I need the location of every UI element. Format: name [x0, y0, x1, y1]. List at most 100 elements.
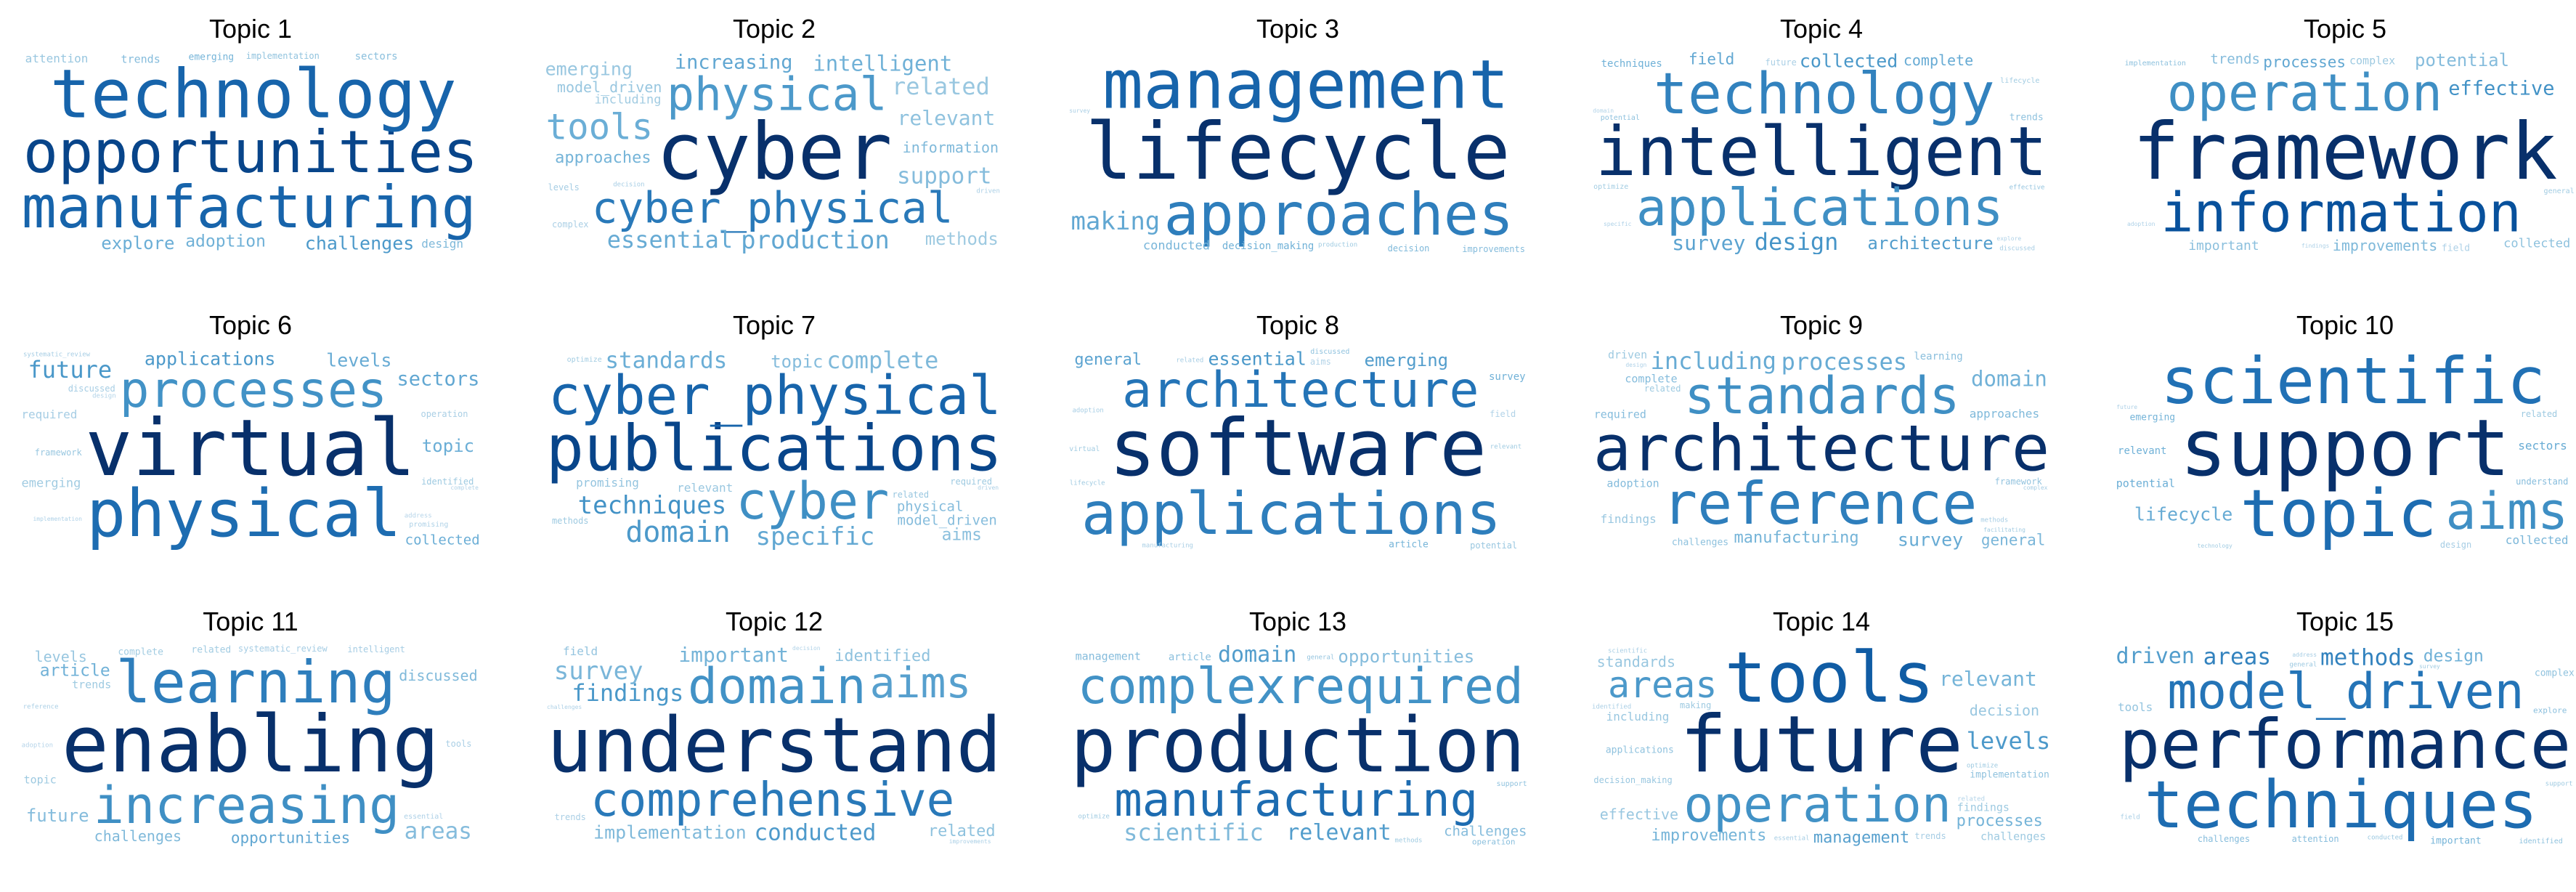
cloud-word: optimize	[1966, 762, 1999, 770]
cloud-word: required	[1593, 408, 1646, 421]
topic-title: Topic 1	[208, 14, 293, 44]
cloud-word: techniques	[577, 490, 727, 520]
cloud-word: including	[1606, 710, 1670, 724]
cloud-word: identified	[2519, 837, 2563, 846]
cloud-word: lifecycle	[2000, 77, 2040, 86]
cloud-word: conducted	[2367, 834, 2403, 842]
topic-panel: Topic 3 lifecycle management approaches maki…	[1065, 15, 1530, 254]
cloud-word: field	[1689, 51, 1735, 68]
cloud-word: implementation	[2124, 59, 2186, 68]
word-cloud: software architecture applications essentia…	[1065, 347, 1530, 551]
cloud-word: systematic_review	[237, 644, 328, 654]
cloud-word: improvements	[1462, 243, 1525, 254]
topic-title: Topic 7	[732, 310, 816, 340]
cloud-word: including	[1650, 347, 1777, 375]
cloud-word: levels	[1966, 727, 2051, 755]
cloud-word: related	[892, 73, 990, 101]
cloud-word: sectors	[397, 368, 480, 391]
cloud-word: challenges	[1671, 537, 1729, 548]
cloud-word: processes	[1956, 812, 2043, 831]
cloud-word: design	[1625, 361, 1647, 368]
cloud-word: findings	[1957, 800, 2010, 814]
cloud-word: methods	[551, 515, 589, 526]
cloud-word: adoption	[1072, 407, 1104, 415]
cloud-word: production	[1070, 701, 1526, 790]
cloud-word: effective	[1599, 805, 1679, 823]
cloud-word: complete	[1625, 372, 1678, 386]
cloud-word: including	[594, 92, 662, 108]
cloud-word: levels	[326, 349, 392, 371]
cloud-word: related	[927, 822, 996, 840]
cloud-word: management	[1102, 51, 1510, 124]
topic-title: Topic 8	[1256, 310, 1340, 340]
topic-title: Topic 11	[203, 607, 298, 636]
topic-panel: Topic 11 enabling learning increasing opport…	[18, 607, 483, 847]
cloud-word: emerging	[1364, 349, 1449, 370]
cloud-word: framework	[1994, 476, 2042, 487]
topic-title: Topic 12	[725, 607, 824, 636]
cloud-word: driven	[978, 484, 999, 492]
cloud-word: discussed	[1999, 245, 2036, 253]
cloud-word: identified	[834, 646, 931, 665]
cloud-word: tools	[545, 106, 654, 148]
cloud-word: specific	[1603, 220, 1632, 227]
cloud-word: approaches	[1969, 407, 2040, 421]
cloud-word: general	[1980, 531, 2046, 549]
cloud-word: essential	[404, 812, 444, 821]
cloud-word: article	[1389, 539, 1429, 551]
cloud-word: understand	[2516, 476, 2569, 487]
cloud-word: design	[92, 392, 116, 400]
cloud-word: methods	[1980, 516, 2009, 524]
word-cloud: production manufacturing complexrequired re…	[1065, 644, 1530, 847]
cloud-word: enabling	[61, 700, 440, 790]
cloud-word: reference	[23, 703, 59, 711]
cloud-word: operation	[420, 408, 468, 419]
cloud-word: decision_making	[1593, 774, 1673, 785]
cloud-word: design	[1754, 227, 1839, 254]
cloud-word: applications	[144, 348, 276, 370]
cloud-word: article	[1168, 651, 1211, 663]
cloud-word: complex	[2534, 668, 2575, 678]
cloud-word: trends	[2009, 112, 2044, 123]
cloud-word: model_driven	[2167, 663, 2524, 721]
cloud-word: architecture	[1122, 362, 1479, 420]
cloud-word: increasing	[93, 776, 400, 836]
topic-panel: Topic 12 understand comprehensive domain fin…	[542, 607, 1007, 847]
cloud-word: potential	[1600, 113, 1640, 122]
cloud-word: physical	[86, 475, 402, 551]
cloud-word: trends	[1914, 830, 1946, 841]
cloud-word: relevant	[2118, 445, 2167, 457]
cloud-word: aims	[869, 658, 972, 708]
cloud-word: publications	[545, 411, 1003, 486]
cloud-word: areas	[404, 818, 472, 845]
cloud-word: manufacturing	[21, 174, 476, 242]
cloud-word: adoption	[21, 742, 54, 750]
cloud-word: scientific	[2161, 347, 2545, 418]
cloud-word: manufacturing	[1114, 774, 1479, 828]
cloud-word: intelligent	[1595, 113, 2048, 192]
cloud-word: production	[741, 225, 890, 254]
cloud-word: explore	[1996, 235, 2022, 242]
cloud-word: topic	[421, 436, 475, 457]
cloud-word: related	[1643, 383, 1681, 394]
cloud-word: optimize	[1593, 183, 1629, 192]
cloud-word: systematic_review	[23, 351, 91, 359]
cloud-word: decision	[1969, 702, 2040, 720]
word-cloud: opportunities technology manufacturing chal…	[18, 51, 483, 254]
cloud-word: domain	[1971, 366, 2047, 392]
cloud-word: methods	[925, 228, 999, 249]
cloud-word: related	[2520, 408, 2558, 419]
cloud-word: lifecycle	[1085, 107, 1511, 198]
cloud-word: conducted	[754, 819, 877, 846]
cloud-word: manufacturing	[1142, 542, 1193, 550]
cloud-word: domain	[1593, 108, 1614, 115]
cloud-word: implementation	[245, 51, 320, 62]
cloud-word: standards	[605, 347, 728, 374]
cloud-word: comprehensive	[590, 774, 955, 828]
cloud-word: challenges	[2197, 834, 2251, 845]
cloud-word: emerging	[545, 58, 633, 80]
cloud-word: approaches	[555, 149, 651, 168]
cloud-word: operation	[2166, 62, 2443, 123]
cloud-word: important	[2430, 835, 2482, 847]
cloud-word: domain	[1217, 644, 1297, 668]
